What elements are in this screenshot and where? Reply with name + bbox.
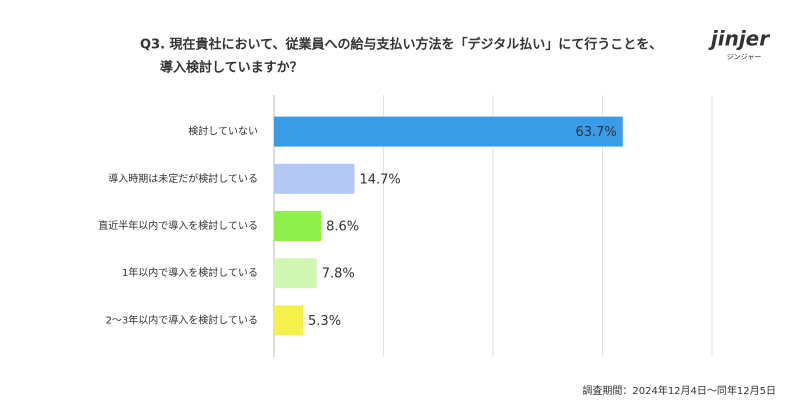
y-tick-label: 導入時期は未定だが検討している xyxy=(108,172,258,185)
footnote: 調査期間：2024年12月4日〜同年12月5日 xyxy=(582,384,776,397)
value-label: 5.3% xyxy=(308,314,341,329)
y-tick-label: 2〜3年以内で導入を検討している xyxy=(106,313,258,326)
logo: jinjer xyxy=(708,27,770,51)
value-label: 14.7% xyxy=(359,172,400,187)
value-label: 8.6% xyxy=(326,220,359,235)
logo-sub: ジンジャー xyxy=(727,53,762,61)
y-tick-label: 直近半年以内で導入を検討している xyxy=(98,219,258,232)
value-label: 63.7% xyxy=(575,125,616,140)
bar xyxy=(274,163,355,194)
y-tick-label: 1年以内で導入を検討している xyxy=(122,266,258,279)
chart-title: Q3. 現在貴社において、従業員への給与支払い方法を「デジタル払い」にて行うこと… xyxy=(140,37,662,53)
chart-title: 導入検討していますか？ xyxy=(160,60,303,76)
bar xyxy=(274,305,304,336)
y-tick-label: 検討していない xyxy=(188,125,258,138)
bar xyxy=(274,258,317,289)
bar xyxy=(274,211,322,241)
bar xyxy=(274,116,623,147)
value-label: 7.8% xyxy=(322,267,355,282)
